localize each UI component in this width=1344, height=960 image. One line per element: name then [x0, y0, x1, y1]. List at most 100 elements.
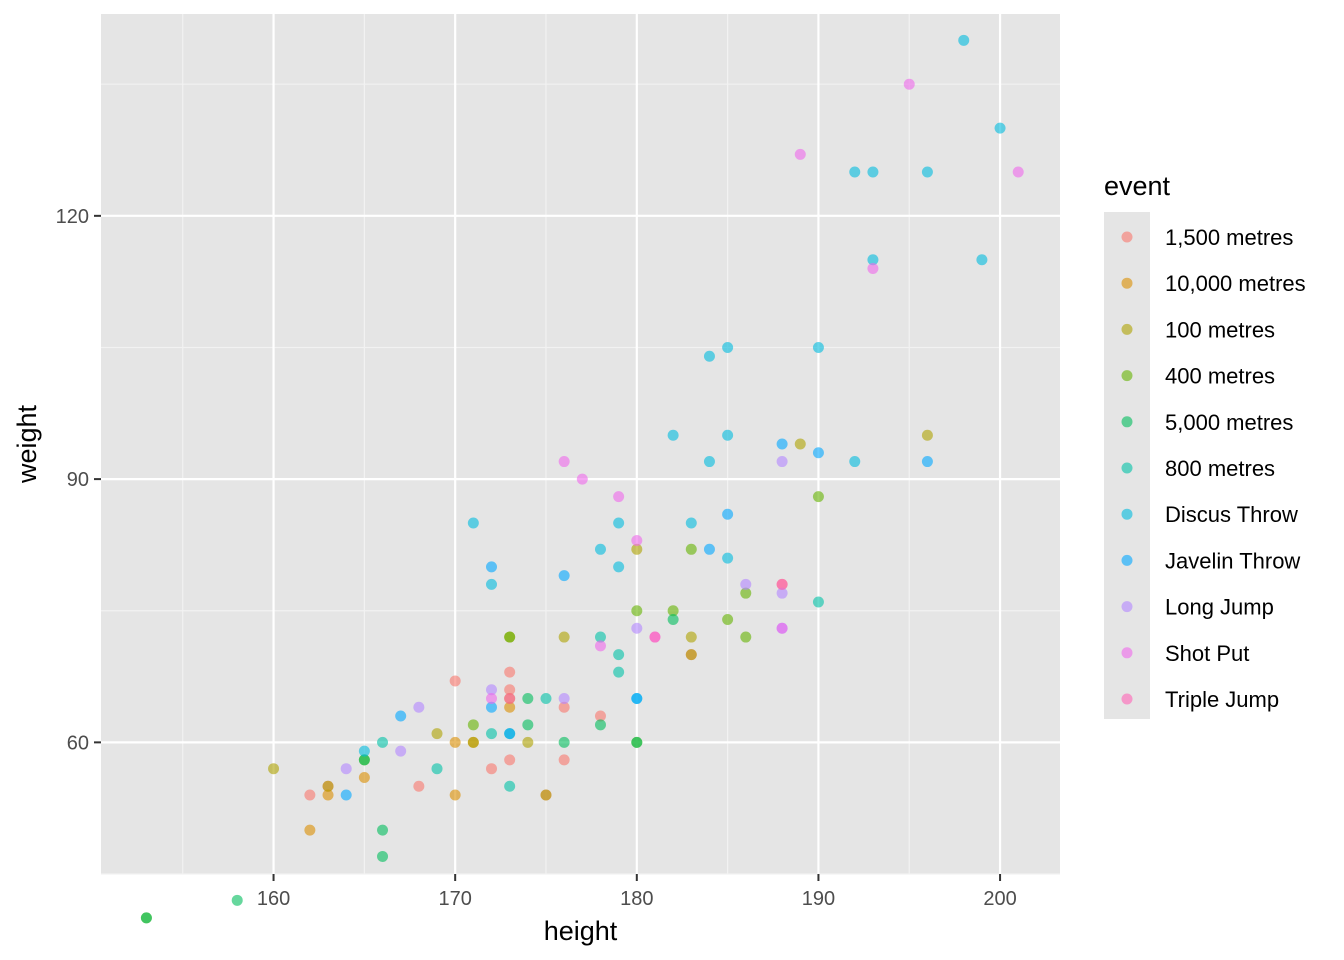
data-point	[722, 429, 734, 441]
data-point	[377, 850, 389, 862]
data-point	[377, 736, 389, 748]
data-point	[776, 622, 788, 634]
legend-key	[1121, 277, 1133, 289]
data-point	[867, 166, 879, 178]
data-point	[340, 789, 352, 801]
data-point	[140, 912, 152, 924]
data-point	[794, 438, 806, 450]
data-point	[685, 543, 697, 555]
legend-title: event	[1104, 171, 1171, 201]
data-point	[703, 350, 715, 362]
data-point	[558, 736, 570, 748]
data-point	[921, 166, 933, 178]
data-point	[486, 692, 498, 704]
data-point	[449, 736, 461, 748]
data-point	[558, 692, 570, 704]
data-point	[667, 429, 679, 441]
data-point	[540, 692, 552, 704]
data-point	[467, 736, 479, 748]
data-point	[395, 745, 407, 757]
data-point	[867, 262, 879, 274]
legend-key	[1121, 416, 1133, 428]
data-point	[449, 675, 461, 687]
legend-label: Shot Put	[1165, 641, 1249, 666]
data-point	[522, 692, 534, 704]
data-point	[613, 561, 625, 573]
data-point	[486, 763, 498, 775]
data-point	[794, 148, 806, 160]
data-point	[722, 341, 734, 353]
legend-items: 1,500 metres 10,000 metres 100 metres 400 m…	[1121, 225, 1306, 712]
x-tick-label: 160	[257, 888, 290, 910]
data-point	[504, 684, 516, 696]
legend-key	[1121, 231, 1133, 243]
data-point	[304, 789, 316, 801]
data-point	[413, 780, 425, 792]
legend-key	[1121, 508, 1133, 520]
data-point	[631, 736, 643, 748]
data-point	[613, 649, 625, 661]
data-point	[812, 596, 824, 608]
data-point	[486, 728, 498, 740]
data-point	[467, 517, 479, 529]
data-point	[377, 824, 389, 836]
legend-key	[1121, 462, 1133, 474]
data-point	[540, 789, 552, 801]
data-point	[594, 710, 606, 722]
plot-panel	[101, 14, 1060, 874]
data-point	[613, 666, 625, 678]
data-point	[340, 763, 352, 775]
data-point	[631, 622, 643, 634]
legend-key	[1121, 554, 1133, 566]
x-tick-label: 180	[620, 888, 653, 910]
data-points	[140, 34, 1024, 924]
data-point	[504, 754, 516, 766]
y-tick-label: 90	[67, 469, 89, 491]
legend-label: Javelin Throw	[1165, 548, 1300, 573]
legend-label: 400 metres	[1165, 364, 1275, 389]
data-point	[903, 78, 915, 90]
data-point	[921, 456, 933, 468]
data-point	[849, 456, 861, 468]
data-point	[322, 780, 334, 792]
data-point	[722, 552, 734, 564]
data-point	[776, 456, 788, 468]
legend-label: 800 metres	[1165, 456, 1275, 481]
data-point	[431, 763, 443, 775]
data-point	[740, 578, 752, 590]
legend-key	[1121, 647, 1133, 659]
data-point	[522, 719, 534, 731]
data-point	[812, 341, 824, 353]
x-tick-label: 170	[438, 888, 471, 910]
data-point	[504, 780, 516, 792]
data-point	[703, 456, 715, 468]
x-axis-title: height	[544, 916, 618, 946]
data-point	[231, 894, 243, 906]
legend-label: 1,500 metres	[1165, 225, 1293, 250]
data-point	[486, 701, 498, 713]
data-point	[558, 701, 570, 713]
legend-label: 100 metres	[1165, 317, 1275, 342]
data-point	[395, 710, 407, 722]
data-point	[921, 429, 933, 441]
data-point	[594, 631, 606, 643]
legend-key	[1121, 323, 1133, 335]
data-point	[358, 754, 370, 766]
y-tick-label: 120	[56, 206, 89, 228]
data-point	[449, 789, 461, 801]
data-point	[576, 473, 588, 485]
data-point	[722, 614, 734, 626]
data-point	[358, 771, 370, 783]
data-point	[594, 640, 606, 652]
x-tick-label: 190	[802, 888, 835, 910]
data-point	[413, 701, 425, 713]
data-point	[467, 719, 479, 731]
data-point	[594, 719, 606, 731]
legend-label: 10,000 metres	[1165, 271, 1306, 296]
legend-key	[1121, 370, 1133, 382]
data-point	[358, 745, 370, 757]
data-point	[722, 508, 734, 520]
data-point	[322, 789, 334, 801]
grid-minor	[101, 14, 1060, 875]
data-point	[594, 543, 606, 555]
